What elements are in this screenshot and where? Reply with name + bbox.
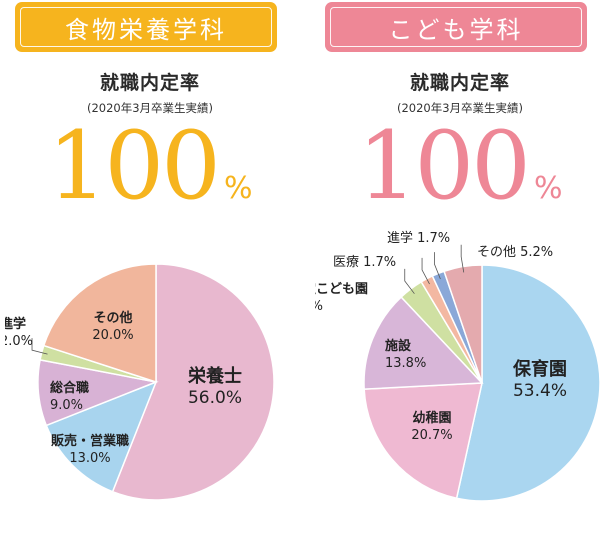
slice-label-6: その他 5.2% xyxy=(477,245,553,260)
slice-label-0: 保育園 xyxy=(512,358,567,380)
slice-value-4: 20.0% xyxy=(92,328,133,343)
rate-unit: % xyxy=(223,171,253,206)
slice-label-1: 幼稚園 xyxy=(412,410,451,426)
rate-number: 100 xyxy=(47,112,221,221)
slice-value-1: 13.0% xyxy=(69,451,110,466)
rate-number: 100 xyxy=(357,112,531,221)
slice-value-3: 2.0% xyxy=(5,334,33,349)
slice-label-3: 認定こども園 xyxy=(315,281,368,297)
pie-slice-4 xyxy=(42,263,157,384)
pie-slice-1 xyxy=(363,382,483,500)
slice-value-1: 20.7% xyxy=(411,428,452,443)
employment-rate-value: 100 % xyxy=(355,112,565,222)
employment-rate-label: 就職内定率 xyxy=(409,72,510,94)
slice-value-3: 3.4% xyxy=(315,299,323,314)
slice-label-0: 栄養士 xyxy=(187,365,242,387)
employment-rate-label: 就職内定率 xyxy=(99,72,200,94)
employment-rate-value: 100 % xyxy=(45,112,255,222)
leader-line-3 xyxy=(31,338,48,355)
slice-value-0: 53.4% xyxy=(513,381,567,401)
leader-line-4 xyxy=(421,257,430,285)
panel-food-nutrition: 食物栄養学科 就職内定率 (2020年3月卒業生実績) 100 % 栄養士 56.… xyxy=(5,0,295,537)
slice-label-3: 進学 xyxy=(5,316,26,332)
panel-child-studies: こども学科 就職内定率 (2020年3月卒業生実績) 100 % 保育園 53.4… xyxy=(315,0,600,537)
slice-label-1: 販売・営業職 xyxy=(51,433,129,449)
leader-line-5 xyxy=(434,252,441,280)
slice-label-5: 進学 1.7% xyxy=(387,230,450,246)
leader-line-6 xyxy=(460,244,465,273)
leader-line-3 xyxy=(404,268,415,294)
rate-unit: % xyxy=(533,171,563,206)
department-title-tag: 食物栄養学科 xyxy=(15,2,277,52)
slice-value-0: 56.0% xyxy=(188,388,242,408)
pie-slice-1 xyxy=(45,380,158,493)
slice-label-4: その他 xyxy=(93,310,132,326)
slice-label-2: 施設 xyxy=(385,338,412,354)
pie-slice-2 xyxy=(363,295,484,390)
slice-label-2: 総合職 xyxy=(50,380,89,396)
slice-value-2: 9.0% xyxy=(50,398,83,413)
slice-value-2: 13.8% xyxy=(385,356,426,371)
pie-slice-0 xyxy=(111,263,275,501)
slice-label-4: 医療 1.7% xyxy=(333,255,396,270)
employment-rate-note: (2020年3月卒業生実績) xyxy=(396,101,524,115)
pie-slice-0 xyxy=(455,264,600,502)
department-title-tag: こども学科 xyxy=(325,2,587,52)
employment-rate-note: (2020年3月卒業生実績) xyxy=(86,101,214,115)
